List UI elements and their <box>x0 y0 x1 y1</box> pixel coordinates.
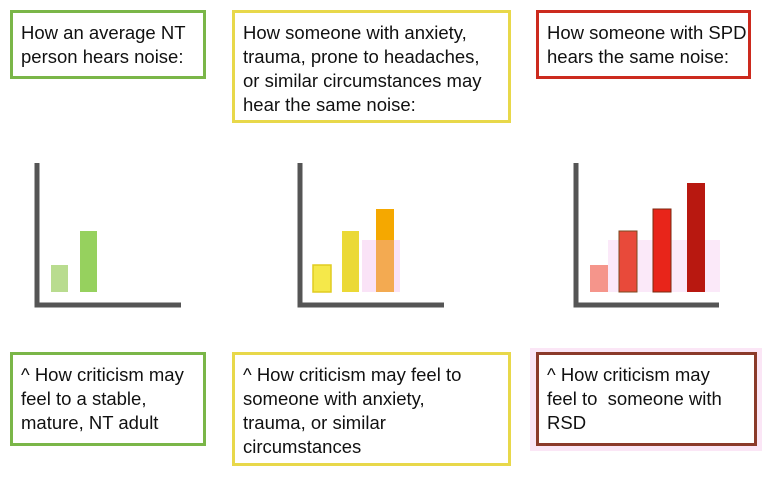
bar <box>312 264 332 293</box>
text-line: circumstances <box>243 436 362 457</box>
text-line: feel to someone with <box>547 388 722 409</box>
bar <box>590 265 608 292</box>
text-line: trauma, or similar <box>243 412 386 433</box>
bar <box>652 208 672 293</box>
axes <box>34 163 181 308</box>
text-line: or similar circumstances may <box>243 70 482 91</box>
top-box: How someone with anxiety, trauma, prone … <box>232 10 511 123</box>
bottom-box: ^ How criticism may feel to a stable, ma… <box>10 352 206 446</box>
text-line: hear the same noise: <box>243 94 416 115</box>
text-line: How someone with SPD <box>547 22 747 43</box>
bar <box>342 231 359 292</box>
text-line: How someone with anxiety, <box>243 22 467 43</box>
text-line: ^ How criticism may <box>21 364 184 385</box>
top-box: How an average NT person hears noise: <box>10 10 206 79</box>
bottom-box: ^ How criticism may feel to someone with… <box>232 352 511 466</box>
text-line: someone with anxiety, <box>243 388 425 409</box>
chart-spd <box>573 163 720 308</box>
text-line: How an average NT <box>21 22 186 43</box>
text-line: mature, NT adult <box>21 412 159 433</box>
text-line: feel to a stable, <box>21 388 147 409</box>
chart-anxiety <box>297 163 444 308</box>
bar <box>51 265 68 292</box>
chart-nt <box>34 163 181 308</box>
text-line: RSD <box>547 412 587 433</box>
highlight <box>362 240 400 292</box>
text-line: hears the same noise: <box>547 46 730 67</box>
bottom-box: ^ How criticism may feel to someone with… <box>536 352 757 446</box>
bar <box>687 183 705 292</box>
axes <box>573 163 719 308</box>
axes <box>297 163 444 308</box>
text-line: trauma, prone to headaches, <box>243 46 480 67</box>
text-line: ^ How criticism may feel to <box>243 364 462 385</box>
top-box: How someone with SPD hears the same nois… <box>536 10 751 79</box>
bar <box>80 231 97 292</box>
bar <box>618 230 638 293</box>
bar <box>376 209 394 292</box>
text-line: person hears noise: <box>21 46 184 67</box>
text-line: ^ How criticism may <box>547 364 710 385</box>
